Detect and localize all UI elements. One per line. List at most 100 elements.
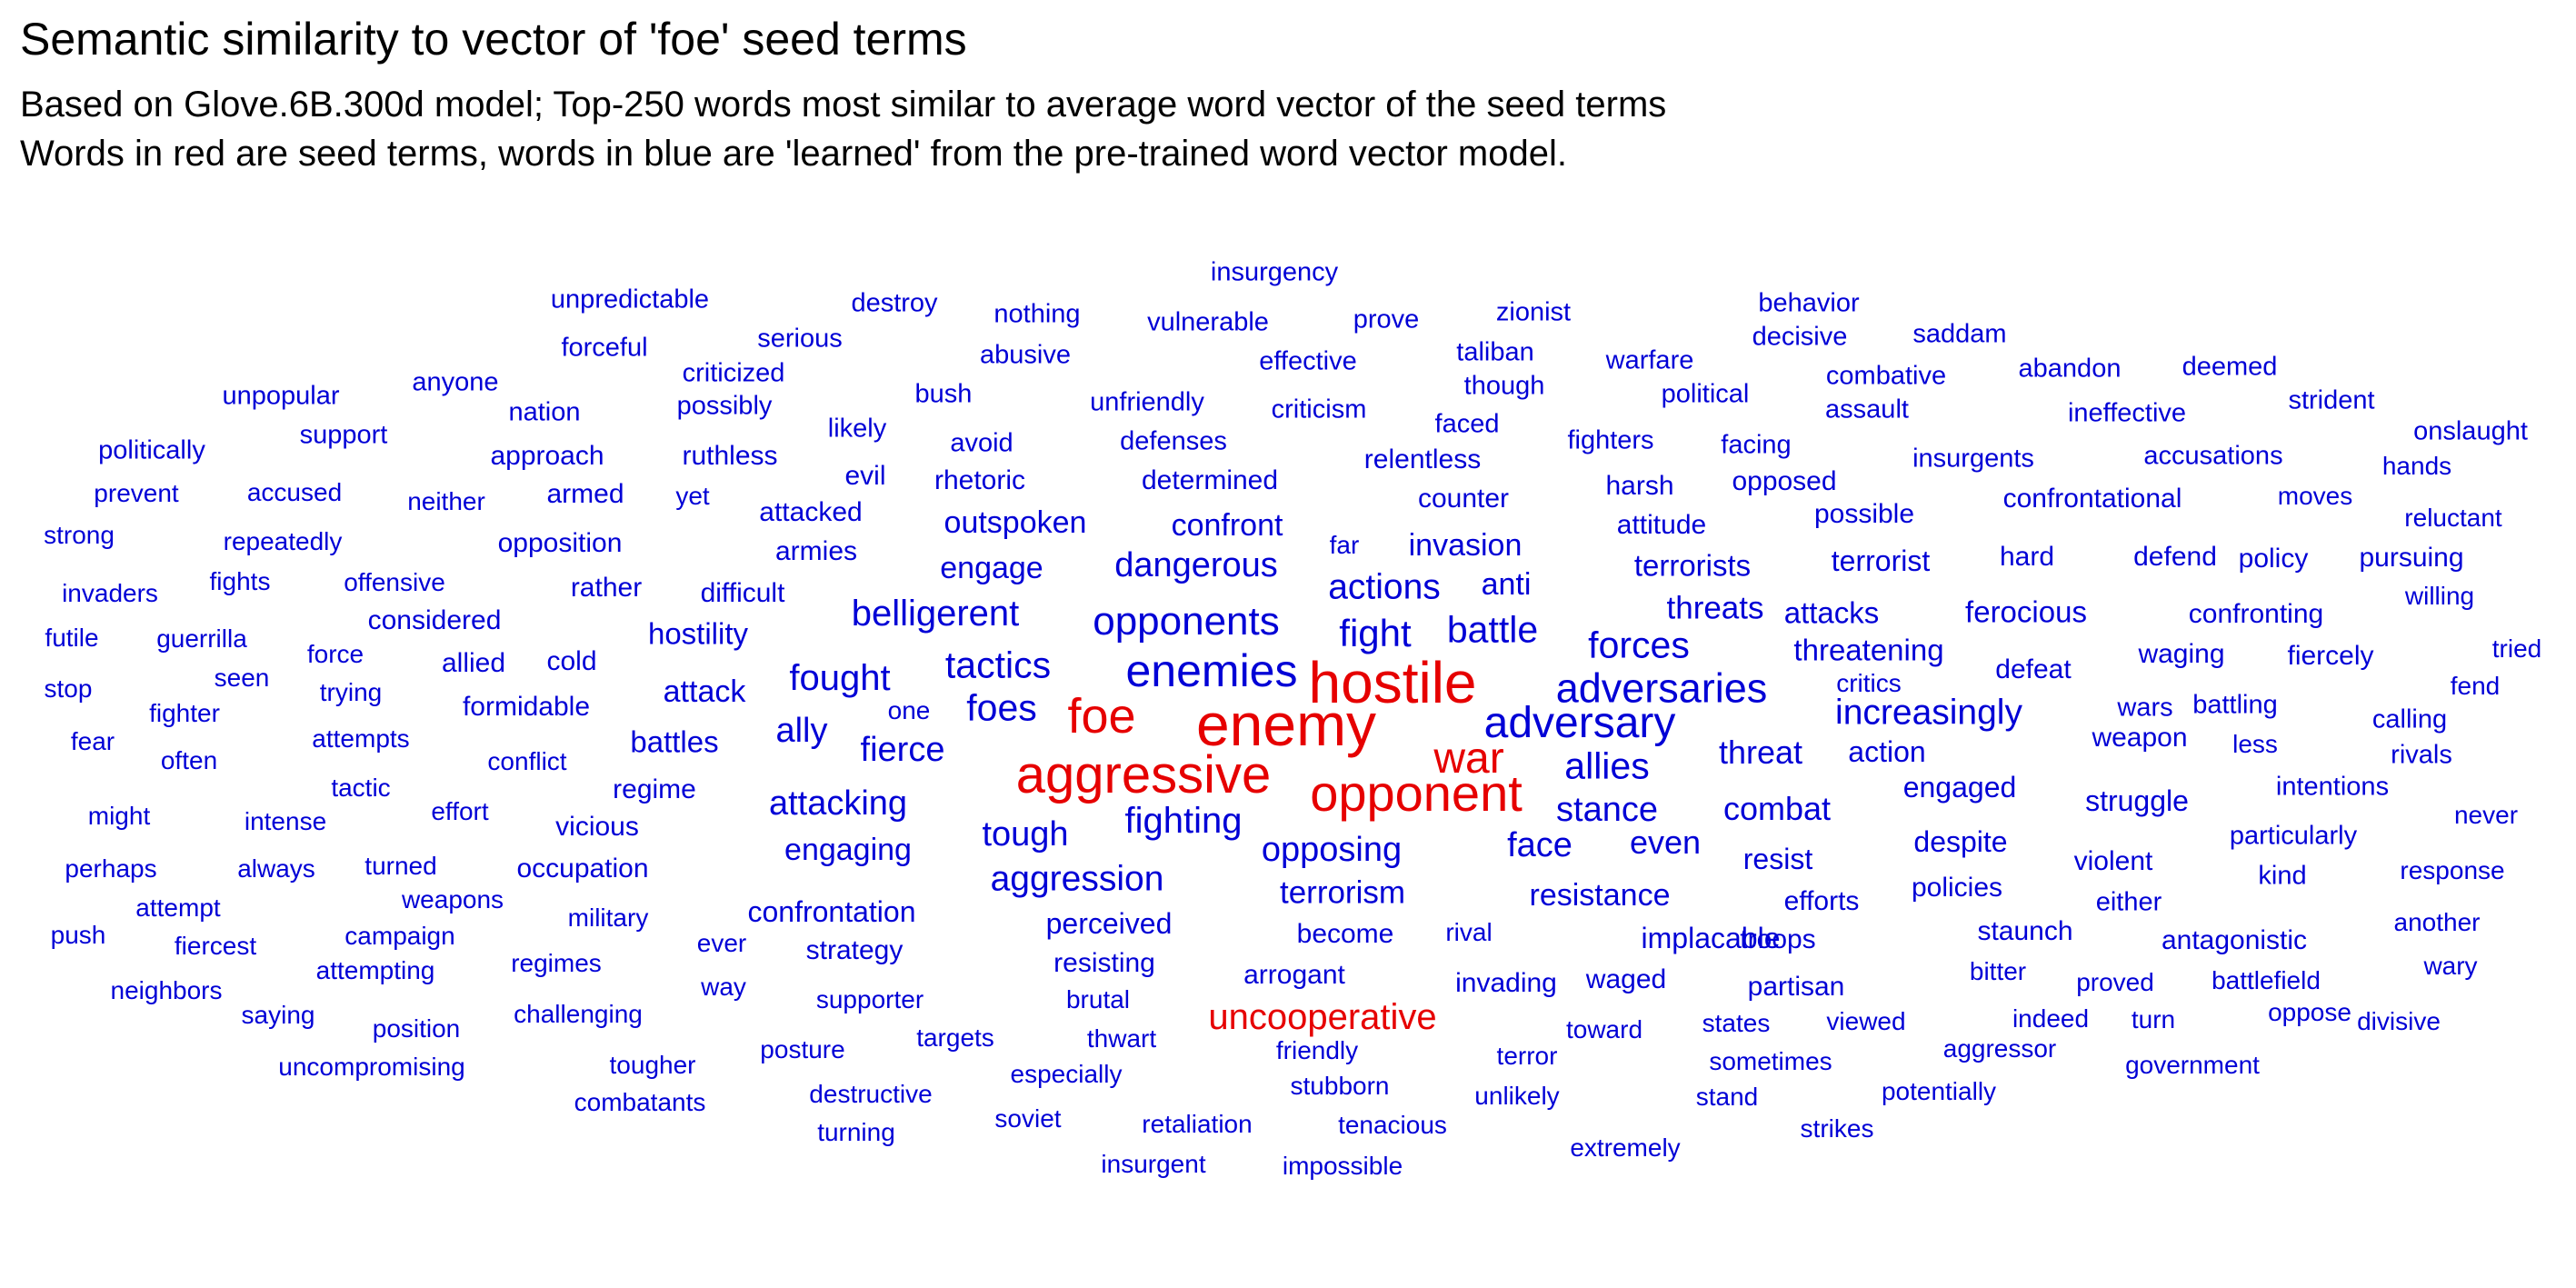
word-defenses: defenses bbox=[1120, 426, 1227, 456]
word-offensive: offensive bbox=[344, 568, 445, 596]
word-become: become bbox=[1296, 919, 1394, 949]
word-insurgency: insurgency bbox=[1210, 257, 1339, 287]
word-engaged: engaged bbox=[1902, 771, 2017, 804]
word-impossible: impossible bbox=[1282, 1152, 1403, 1180]
word-neighbors: neighbors bbox=[110, 976, 223, 1004]
word-fighter: fighter bbox=[149, 699, 220, 727]
word-aggressive: aggressive bbox=[1015, 745, 1272, 804]
word-difficult: difficult bbox=[700, 578, 785, 608]
word-conflict: conflict bbox=[487, 747, 567, 775]
word-opposition: opposition bbox=[497, 528, 623, 558]
word-possibly: possibly bbox=[676, 391, 773, 421]
word-despite: despite bbox=[1913, 825, 2008, 858]
word-terror: terror bbox=[1496, 1042, 1558, 1070]
word-behavior: behavior bbox=[1758, 288, 1860, 318]
word-far: far bbox=[1329, 531, 1360, 559]
word-accusations: accusations bbox=[2143, 441, 2283, 471]
word-resist: resist bbox=[1742, 843, 1813, 875]
word-forceful: forceful bbox=[561, 333, 648, 363]
word-stubborn: stubborn bbox=[1290, 1072, 1390, 1100]
word-fend: fend bbox=[2450, 672, 2501, 700]
word-attempting: attempting bbox=[315, 956, 435, 984]
word-assault: assault bbox=[1825, 394, 1909, 424]
word-critics: critics bbox=[1836, 669, 1902, 697]
word-insurgent: insurgent bbox=[1101, 1150, 1206, 1178]
word-weapon: weapon bbox=[2092, 723, 2188, 753]
word-stance: stance bbox=[1556, 791, 1658, 829]
word-foe: foe bbox=[1067, 689, 1136, 744]
word-even: even bbox=[1629, 824, 1702, 861]
word-attempt: attempt bbox=[135, 894, 221, 922]
word-ever: ever bbox=[696, 929, 747, 957]
word-government: government bbox=[2125, 1051, 2260, 1079]
word-indeed: indeed bbox=[2012, 1004, 2090, 1033]
word-combatants: combatants bbox=[574, 1088, 706, 1116]
word-vulnerable: vulnerable bbox=[1147, 307, 1269, 337]
word-battlefield: battlefield bbox=[2212, 966, 2321, 994]
word-extremely: extremely bbox=[1570, 1133, 1681, 1162]
word-battling: battling bbox=[2192, 690, 2278, 720]
word-defend: defend bbox=[2133, 542, 2217, 572]
word-faced: faced bbox=[1434, 409, 1500, 439]
word-enemies: enemies bbox=[1125, 645, 1298, 696]
word-turned: turned bbox=[364, 852, 437, 880]
word-politically: politically bbox=[98, 435, 205, 465]
chart-subtitle: Based on Glove.6B.300d model; Top-250 wo… bbox=[20, 80, 1666, 178]
word-stop: stop bbox=[44, 674, 93, 703]
word-especially: especially bbox=[1010, 1060, 1123, 1088]
word-sometimes: sometimes bbox=[1709, 1047, 1832, 1075]
word-considered: considered bbox=[367, 605, 502, 635]
word-uncooperative: uncooperative bbox=[1208, 997, 1437, 1037]
word-reluctant: reluctant bbox=[2404, 504, 2502, 532]
word-fiercely: fiercely bbox=[2287, 641, 2374, 671]
word-calling: calling bbox=[2371, 704, 2448, 734]
word-ally: ally bbox=[775, 712, 828, 750]
word-insurgents: insurgents bbox=[1912, 444, 2034, 474]
word-armed: armed bbox=[546, 479, 624, 509]
word-taliban: taliban bbox=[1456, 337, 1534, 367]
word-terrorist: terrorist bbox=[1831, 544, 1931, 577]
word-armies: armies bbox=[774, 536, 858, 566]
word-battles: battles bbox=[630, 724, 719, 759]
word-accused: accused bbox=[246, 478, 343, 506]
word-states: states bbox=[1702, 1009, 1771, 1037]
word-push: push bbox=[50, 921, 106, 949]
word-hands: hands bbox=[2381, 452, 2452, 480]
word-might: might bbox=[87, 802, 151, 830]
word-confront: confront bbox=[1171, 508, 1283, 543]
word-aggression: aggression bbox=[990, 859, 1164, 899]
word-criticism: criticism bbox=[1271, 394, 1367, 424]
word-attacking: attacking bbox=[768, 784, 908, 823]
word-weapons: weapons bbox=[401, 885, 504, 914]
word-arrogant: arrogant bbox=[1243, 960, 1345, 990]
word-nothing: nothing bbox=[993, 299, 1081, 329]
word-strong: strong bbox=[44, 521, 115, 549]
word-intentions: intentions bbox=[2275, 772, 2390, 802]
word-response: response bbox=[2400, 856, 2505, 884]
word-trying: trying bbox=[319, 678, 383, 706]
word-brutal: brutal bbox=[1065, 985, 1131, 1013]
word-position: position bbox=[372, 1014, 461, 1043]
word-decisive: decisive bbox=[1752, 322, 1848, 352]
word-evil: evil bbox=[844, 461, 886, 491]
word-divisive: divisive bbox=[2357, 1007, 2441, 1035]
word-tactics: tactics bbox=[944, 644, 1052, 686]
word-tried: tried bbox=[2491, 634, 2542, 663]
word-fierce: fierce bbox=[860, 731, 945, 769]
word-hostile: hostile bbox=[1308, 650, 1477, 715]
word-either: either bbox=[2095, 887, 2162, 917]
word-outspoken: outspoken bbox=[944, 505, 1087, 540]
word-intense: intense bbox=[244, 807, 327, 835]
word-warfare: warfare bbox=[1605, 345, 1694, 375]
word-formidable: formidable bbox=[462, 692, 591, 722]
word-fought: fought bbox=[789, 658, 891, 698]
word-always: always bbox=[237, 854, 315, 883]
word-potentially: potentially bbox=[1881, 1077, 1997, 1105]
word-unlikely: unlikely bbox=[1474, 1082, 1560, 1110]
word-forces: forces bbox=[1588, 624, 1690, 666]
word-criticized: criticized bbox=[682, 358, 785, 388]
word-willing: willing bbox=[2404, 582, 2475, 610]
word-prove: prove bbox=[1353, 305, 1420, 334]
word-enemy: enemy bbox=[1195, 691, 1377, 758]
